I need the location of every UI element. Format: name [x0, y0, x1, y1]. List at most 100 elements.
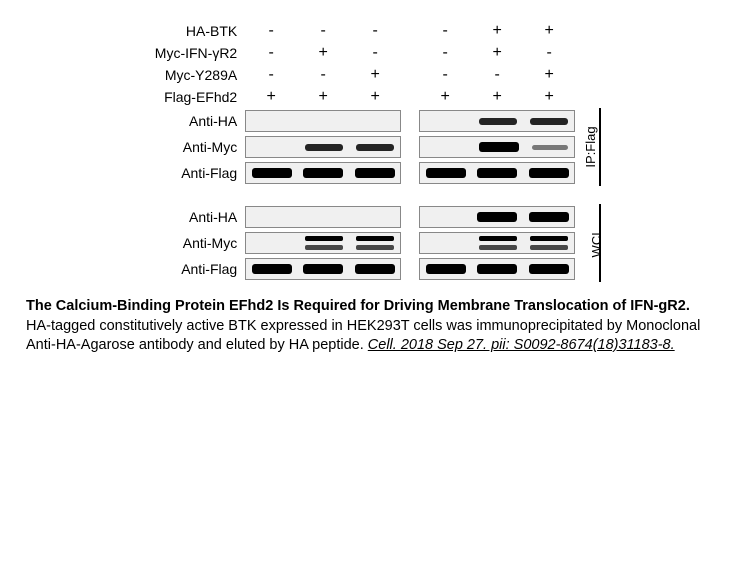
- row-labels-column: HA-BTKMyc-IFN-γR2Myc-Y289AFlag-EFhd2Anti…: [155, 20, 237, 282]
- condition-row: -+-: [245, 42, 401, 64]
- band: [303, 264, 343, 274]
- blot-strip: [245, 162, 401, 184]
- condition-value: -: [245, 44, 297, 62]
- blot-row: [419, 256, 575, 282]
- band: [356, 236, 394, 250]
- condition-value: +: [349, 88, 401, 106]
- condition-value: -: [419, 22, 471, 40]
- blot-label: Anti-HA: [189, 108, 237, 134]
- blot-row: [245, 134, 401, 160]
- condition-value: +: [471, 22, 523, 40]
- condition-value: +: [297, 44, 349, 62]
- blot-row: [245, 256, 401, 282]
- blot-strip: [419, 136, 575, 158]
- blot-row: [419, 108, 575, 134]
- band: [356, 144, 394, 151]
- figure-container: HA-BTKMyc-IFN-γR2Myc-Y289AFlag-EFhd2Anti…: [20, 20, 736, 356]
- band: [477, 168, 517, 178]
- condition-value: +: [523, 88, 575, 106]
- condition-row: --+: [245, 64, 401, 86]
- band: [529, 168, 569, 178]
- band: [305, 144, 343, 151]
- blot-strip: [419, 258, 575, 280]
- condition-row: -+-: [419, 42, 575, 64]
- side-spacer: [581, 20, 601, 108]
- blot-label: Anti-Myc: [183, 230, 237, 256]
- band: [477, 264, 517, 274]
- blot-row: [419, 230, 575, 256]
- condition-row: ---: [245, 20, 401, 42]
- blot-strip: [419, 232, 575, 254]
- blot-strip: [419, 110, 575, 132]
- condition-value: -: [245, 22, 297, 40]
- condition-row: +++: [245, 86, 401, 108]
- condition-value: +: [523, 66, 575, 84]
- blot-row: [245, 108, 401, 134]
- band: [479, 236, 517, 250]
- band: [479, 118, 517, 125]
- band: [529, 212, 569, 222]
- gel-group-right: -++-+---++++: [419, 20, 575, 282]
- blot-row: [419, 204, 575, 230]
- blot-strip: [245, 258, 401, 280]
- condition-row: +++: [419, 86, 575, 108]
- band: [305, 236, 343, 250]
- blot-row: [245, 160, 401, 186]
- blot-strip: [245, 232, 401, 254]
- blot-inner: HA-BTKMyc-IFN-γR2Myc-Y289AFlag-EFhd2Anti…: [155, 20, 601, 282]
- blot-row: [419, 134, 575, 160]
- blot-label: Anti-Flag: [181, 160, 237, 186]
- blot-row: [419, 160, 575, 186]
- condition-value: -: [419, 44, 471, 62]
- condition-label: Flag-EFhd2: [164, 86, 237, 108]
- band: [532, 145, 568, 150]
- band: [530, 236, 568, 250]
- band: [355, 168, 395, 178]
- blot-strip: [245, 206, 401, 228]
- condition-value: +: [471, 88, 523, 106]
- blot-strip: [245, 110, 401, 132]
- condition-value: -: [471, 66, 523, 84]
- panel-side-label: WCL: [581, 204, 601, 282]
- condition-value: -: [245, 66, 297, 84]
- blot-area: HA-BTKMyc-IFN-γR2Myc-Y289AFlag-EFhd2Anti…: [20, 20, 736, 282]
- blot-label: Anti-Flag: [181, 256, 237, 282]
- band: [355, 264, 395, 274]
- condition-value: -: [349, 22, 401, 40]
- band: [426, 264, 466, 274]
- band: [303, 168, 343, 178]
- blot-strip: [419, 206, 575, 228]
- side-labels: IP:FlagWCL: [581, 20, 601, 282]
- blot-label: Anti-Myc: [183, 134, 237, 160]
- condition-value: -: [349, 44, 401, 62]
- figure-caption: The Calcium-Binding Protein EFhd2 Is Req…: [20, 297, 736, 356]
- band: [479, 142, 519, 152]
- blot-label: Anti-HA: [189, 204, 237, 230]
- band: [530, 118, 568, 125]
- condition-row: --+: [419, 64, 575, 86]
- condition-value: +: [349, 66, 401, 84]
- blot-row: [245, 204, 401, 230]
- blot-strip: [419, 162, 575, 184]
- band: [529, 264, 569, 274]
- band: [477, 212, 517, 222]
- condition-label: Myc-IFN-γR2: [155, 42, 237, 64]
- condition-value: +: [471, 44, 523, 62]
- blot-strip: [245, 136, 401, 158]
- band: [252, 168, 292, 178]
- condition-value: +: [523, 22, 575, 40]
- condition-value: -: [297, 66, 349, 84]
- condition-value: -: [419, 66, 471, 84]
- condition-value: +: [419, 88, 471, 106]
- caption-citation: Cell. 2018 Sep 27. pii: S0092-8674(18)31…: [368, 337, 675, 353]
- band: [252, 264, 292, 274]
- condition-value: -: [297, 22, 349, 40]
- condition-value: -: [523, 44, 575, 62]
- condition-row: -++: [419, 20, 575, 42]
- condition-value: +: [245, 88, 297, 106]
- blot-row: [245, 230, 401, 256]
- condition-label: Myc-Y289A: [165, 64, 237, 86]
- gel-group-left: ----+---++++: [245, 20, 401, 282]
- condition-value: +: [297, 88, 349, 106]
- band: [426, 168, 466, 178]
